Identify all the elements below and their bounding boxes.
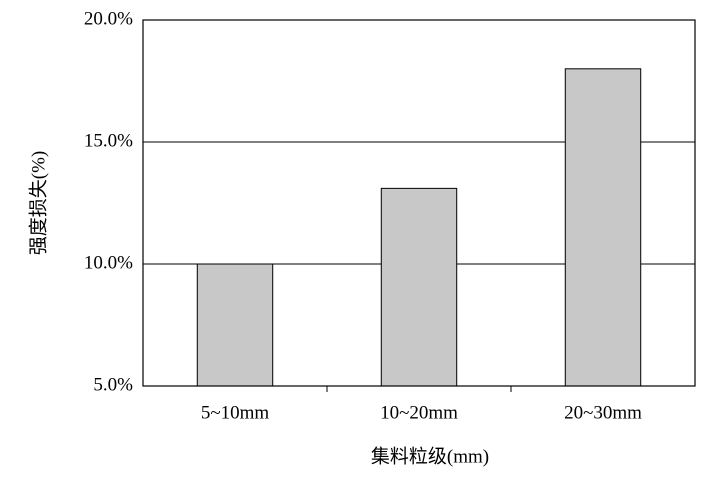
y-tick-label: 15.0%	[84, 130, 133, 151]
y-tick-label: 10.0%	[84, 252, 133, 273]
y-axis-label: 强度损失(%)	[27, 151, 49, 255]
x-tick-label: 10~20mm	[380, 402, 458, 423]
bar	[564, 68, 642, 387]
x-axis-label: 集料粒级(mm)	[371, 445, 489, 467]
bar	[196, 263, 274, 387]
x-tick-label: 20~30mm	[564, 402, 642, 423]
plot-frame	[142, 19, 696, 387]
y-tick-label: 20.0%	[84, 8, 133, 29]
x-tick-label: 5~10mm	[201, 402, 270, 423]
bar	[380, 187, 458, 387]
y-tick-label: 5.0%	[93, 374, 133, 395]
